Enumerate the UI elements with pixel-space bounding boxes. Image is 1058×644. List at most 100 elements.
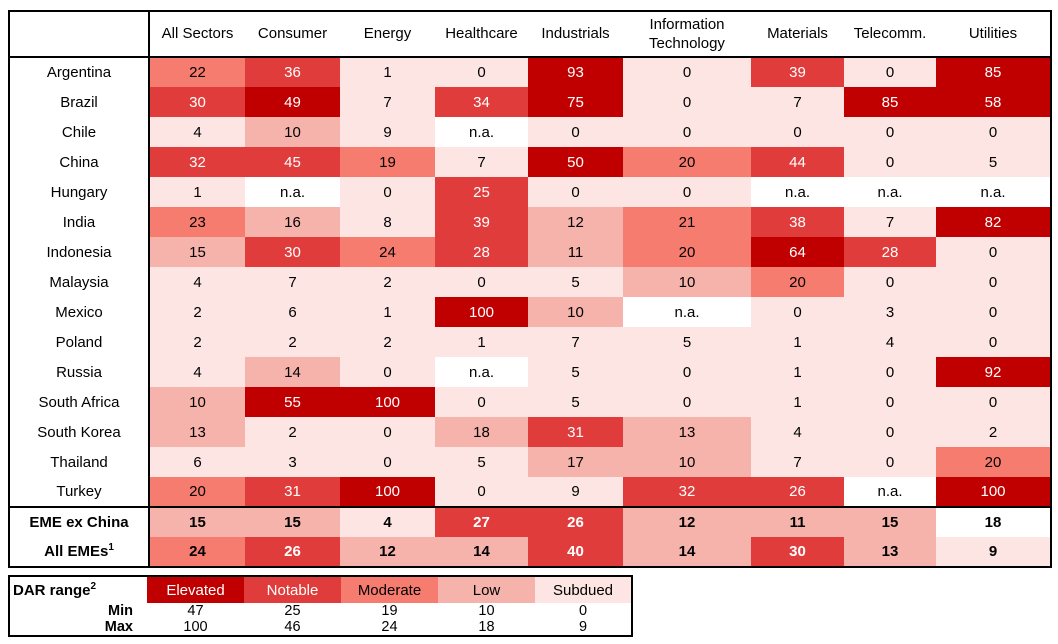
heatmap-cell: 7 bbox=[528, 327, 623, 357]
heatmap-cell: 0 bbox=[435, 267, 528, 297]
heatmap-cell: 10 bbox=[149, 387, 245, 417]
heatmap-cell: 14 bbox=[435, 537, 528, 567]
heatmap-cell: 26 bbox=[528, 506, 623, 537]
heatmap-cell: 0 bbox=[844, 117, 936, 147]
legend-category-notable: Notable bbox=[244, 576, 341, 603]
heatmap-cell: 12 bbox=[340, 537, 435, 567]
heatmap-cell: 55 bbox=[245, 387, 340, 417]
heatmap-cell: 38 bbox=[751, 207, 844, 237]
heatmap-cell: 1 bbox=[340, 297, 435, 327]
heatmap-cell: 26 bbox=[245, 537, 340, 567]
heatmap-cell: 0 bbox=[528, 117, 623, 147]
heatmap-cell: 15 bbox=[149, 237, 245, 267]
heatmap-cell: 2 bbox=[245, 417, 340, 447]
row-label-text: Russia bbox=[56, 363, 102, 381]
heatmap-cell: 7 bbox=[340, 87, 435, 117]
heatmap-cell: 20 bbox=[149, 477, 245, 507]
table-row: India 23 16 8 39 12 21 38 7 82 bbox=[9, 207, 1051, 237]
table-row: South Africa 10 55 100 0 5 0 1 0 0 bbox=[9, 387, 1051, 417]
heatmap-cell: n.a. bbox=[435, 117, 528, 147]
row-label-text: Mexico bbox=[55, 303, 103, 321]
heatmap-cell: 17 bbox=[528, 447, 623, 477]
row-label: Poland bbox=[9, 327, 150, 357]
heatmap-cell: 27 bbox=[435, 506, 528, 537]
table-row: Chile 4 10 9 n.a. 0 0 0 0 0 bbox=[9, 117, 1051, 147]
legend-max-value: 100 bbox=[183, 619, 208, 635]
legend-max-label: Max bbox=[104, 619, 133, 635]
heatmap-cell: 28 bbox=[844, 237, 936, 267]
heatmap-cell: 1 bbox=[435, 327, 528, 357]
heatmap-cell: 21 bbox=[623, 207, 751, 237]
heatmap-cell: 85 bbox=[936, 57, 1051, 87]
heatmap-cell: 0 bbox=[844, 447, 936, 477]
legend-min-value: 19 bbox=[381, 603, 398, 619]
heatmap-cell: 0 bbox=[340, 357, 435, 387]
heatmap-cell: 0 bbox=[844, 267, 936, 297]
heatmap-cell: 6 bbox=[245, 297, 340, 327]
heatmap-cell: 3 bbox=[844, 297, 936, 327]
heatmap-cell: 1 bbox=[751, 327, 844, 357]
heatmap-cell: 7 bbox=[751, 87, 844, 117]
row-label-text: Chile bbox=[61, 123, 97, 141]
heatmap-cell: 13 bbox=[844, 537, 936, 567]
row-label: Russia bbox=[9, 357, 150, 387]
heatmap-cell: 100 bbox=[435, 297, 528, 327]
legend-min-label: Min bbox=[108, 603, 133, 619]
legend-header-row: DAR range2 Elevated Notable Moderate Low Subd… bbox=[9, 576, 632, 603]
heatmap-cell: 50 bbox=[528, 147, 623, 177]
row-label: Indonesia bbox=[9, 237, 150, 267]
heatmap-cell: 64 bbox=[751, 237, 844, 267]
heatmap-cell: 11 bbox=[751, 506, 844, 537]
legend-category-subdued: Subdued bbox=[535, 576, 632, 603]
row-label-text: Hungary bbox=[50, 183, 108, 201]
table-row: Indonesia 15 30 24 28 11 20 64 28 0 bbox=[9, 237, 1051, 267]
row-label: All EMEs1 bbox=[9, 537, 150, 567]
heatmap-cell: 24 bbox=[149, 537, 245, 567]
legend-category-elevated: Elevated bbox=[147, 576, 244, 603]
heatmap-cell: 31 bbox=[245, 477, 340, 507]
heatmap-cell: 20 bbox=[936, 447, 1051, 477]
row-label-superscript: 1 bbox=[108, 542, 114, 553]
heatmap-cell: 5 bbox=[528, 357, 623, 387]
legend-body: DAR range2 Elevated Notable Moderate Low Subd… bbox=[9, 576, 632, 636]
heatmap-cell: 0 bbox=[751, 117, 844, 147]
heatmap-cell: n.a. bbox=[245, 177, 340, 207]
heatmap-cell: 0 bbox=[844, 357, 936, 387]
heatmap-cell: 44 bbox=[751, 147, 844, 177]
corner-cell bbox=[9, 11, 150, 57]
row-label-text: Malaysia bbox=[49, 273, 109, 291]
heatmap-cell: 1 bbox=[340, 57, 435, 87]
row-label-text: Brazil bbox=[60, 93, 98, 111]
heatmap-cell: 0 bbox=[623, 57, 751, 87]
heatmap-cell: 10 bbox=[528, 297, 623, 327]
heatmap-cell: 0 bbox=[936, 237, 1051, 267]
row-label: South Africa bbox=[9, 387, 150, 417]
row-label: Turkey bbox=[9, 477, 150, 507]
heatmap-cell: 0 bbox=[623, 357, 751, 387]
table-row: China 32 45 19 7 50 20 44 0 5 bbox=[9, 147, 1051, 177]
heatmap-cell: 7 bbox=[245, 267, 340, 297]
row-label: Hungary bbox=[9, 177, 150, 207]
heatmap-cell: 16 bbox=[245, 207, 340, 237]
heatmap-cell: 23 bbox=[149, 207, 245, 237]
table-row: South Korea 13 2 0 18 31 13 4 0 2 bbox=[9, 417, 1051, 447]
heatmap-cell: 8 bbox=[340, 207, 435, 237]
row-label: India bbox=[9, 207, 150, 237]
heatmap-cell: 2 bbox=[149, 327, 245, 357]
heatmap-cell: 0 bbox=[844, 57, 936, 87]
column-header: All Sectors bbox=[149, 11, 245, 57]
heatmap-cell: 49 bbox=[245, 87, 340, 117]
table-row: Malaysia 4 7 2 0 5 10 20 0 0 bbox=[9, 267, 1051, 297]
heatmap-cell: 30 bbox=[245, 237, 340, 267]
heatmap-cell: 18 bbox=[936, 506, 1051, 537]
heatmap-cell: 32 bbox=[149, 147, 245, 177]
heatmap-cell: 9 bbox=[528, 477, 623, 507]
heatmap-cell: n.a. bbox=[844, 177, 936, 207]
heatmap-cell: 1 bbox=[751, 387, 844, 417]
row-label-text: Thailand bbox=[50, 453, 108, 471]
row-label-text: India bbox=[62, 213, 96, 231]
heatmap-cell: 7 bbox=[844, 207, 936, 237]
heatmap-cell: 0 bbox=[623, 177, 751, 207]
legend-category-low: Low bbox=[438, 576, 535, 603]
heatmap-body: Argentina 22 36 1 0 93 0 39 0 85 Brazil 30 49 7 34 75 0 7… bbox=[9, 57, 1051, 567]
